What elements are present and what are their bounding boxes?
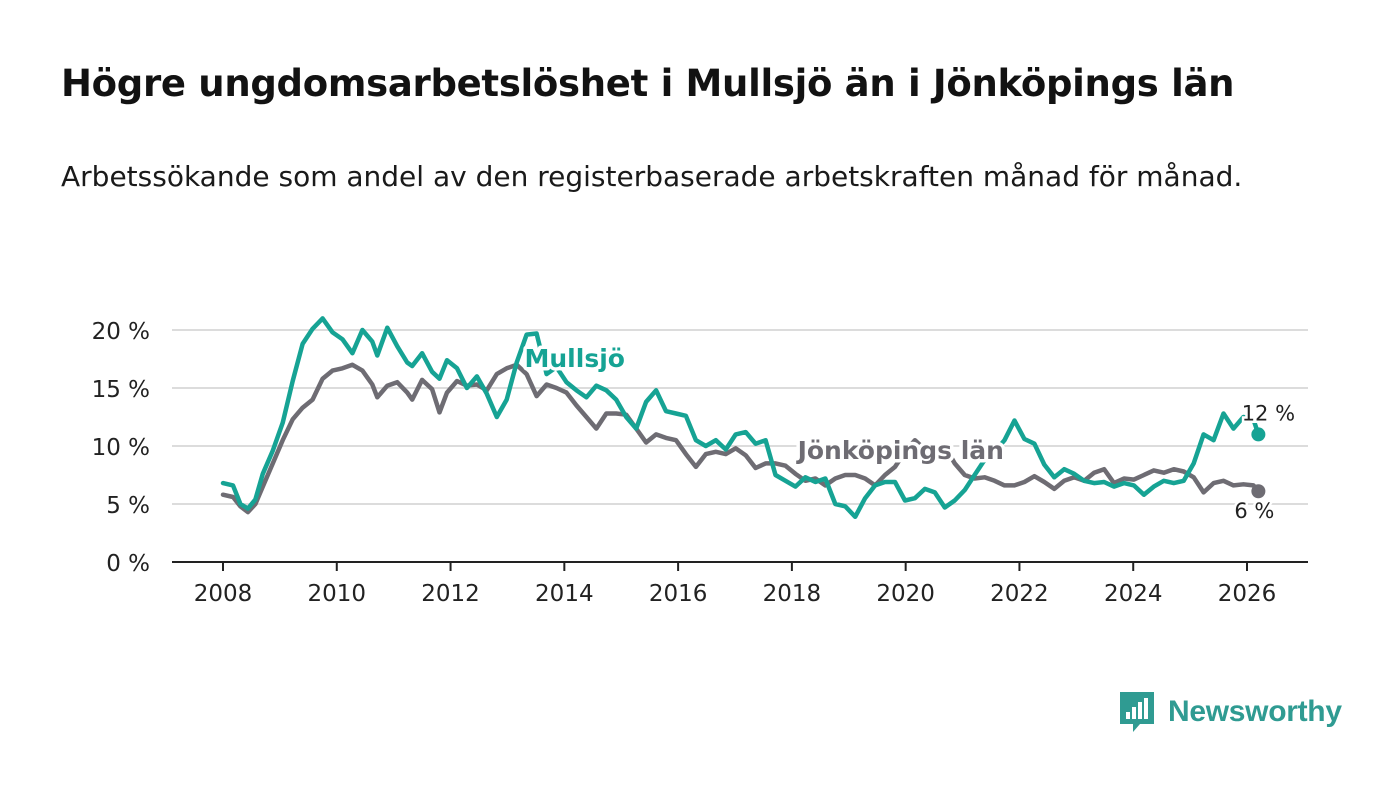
x-tick-label: 2016 bbox=[649, 581, 708, 607]
x-tick-label: 2012 bbox=[421, 581, 480, 607]
chart-title: Högre ungdomsarbetslöshet i Mullsjö än i… bbox=[61, 62, 1235, 105]
x-tick-label: 2022 bbox=[990, 581, 1049, 607]
x-tick-label: 2014 bbox=[535, 581, 594, 607]
y-tick-label: 20 % bbox=[92, 319, 150, 345]
end-value-label-mullsjo: 12 % bbox=[1242, 401, 1295, 425]
series-end-point-j-nk-pings-l-n bbox=[1251, 484, 1266, 499]
x-tick-label: 2008 bbox=[194, 581, 253, 607]
chart-subtitle: Arbetssökande som andel av den registerb… bbox=[61, 160, 1243, 193]
end-value-label-jonkopings-lan: 6 % bbox=[1234, 499, 1274, 523]
series-lines bbox=[220, 316, 1266, 520]
y-tick-label: 15 % bbox=[92, 377, 150, 403]
series-end-point-mullsj- bbox=[1251, 427, 1266, 442]
series-line-j-nk-pings-l-n bbox=[220, 362, 1261, 515]
x-axis: 2008 2010 2012 2014 2016 2018 2020 2022 2024 2026 bbox=[172, 561, 1308, 607]
y-tick-label: 0 % bbox=[106, 551, 150, 577]
y-tick-label: 5 % bbox=[106, 493, 150, 519]
brand-name: Newsworthy bbox=[1168, 695, 1342, 728]
x-tick-label: 2026 bbox=[1218, 581, 1277, 607]
brand-logo: Newsworthy bbox=[1118, 690, 1342, 734]
newsworthy-bar-chart-icon bbox=[1120, 692, 1154, 732]
x-tick-label: 2018 bbox=[763, 581, 822, 607]
series-line-mullsj- bbox=[220, 316, 1261, 520]
x-tick-label: 2020 bbox=[876, 581, 935, 607]
series-label-mullsj-: Mullsjö bbox=[525, 344, 625, 373]
y-axis: 0 % 5 % 10 % 15 % 20 % bbox=[92, 319, 150, 577]
x-tick-label: 2024 bbox=[1104, 581, 1163, 607]
series-label-j-nk-pings-l-n: Jönköpings län bbox=[796, 436, 1004, 465]
x-tick-label: 2010 bbox=[308, 581, 367, 607]
y-tick-label: 10 % bbox=[92, 435, 150, 461]
series-labels: Jönköpings län Mullsjö 12 % 6 % bbox=[521, 341, 1298, 526]
